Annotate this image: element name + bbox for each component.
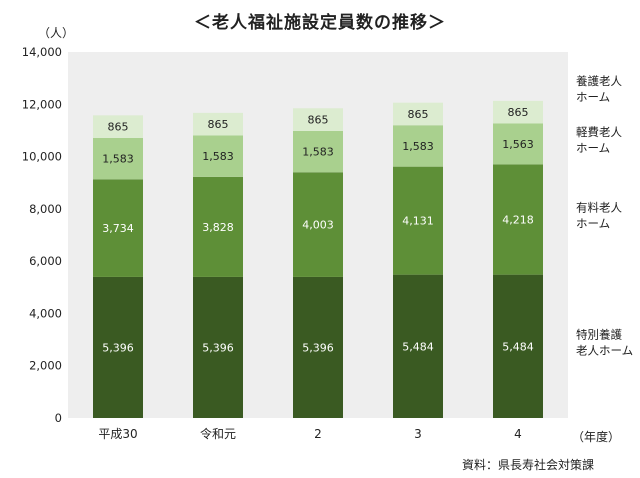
legend-entry: 養護老人ホーム xyxy=(576,74,622,104)
data-label: 4,131 xyxy=(402,215,434,228)
bar-segment xyxy=(93,179,143,277)
data-label: 1,583 xyxy=(402,140,434,153)
bar-segment xyxy=(193,112,243,136)
x-tick-label: 4 xyxy=(514,427,522,441)
bar-segment xyxy=(493,123,543,165)
y-tick-label: 12,000 xyxy=(22,97,62,111)
chart-title: ＜老人福祉施設定員数の推移＞ xyxy=(194,13,446,33)
bar-segment xyxy=(193,135,243,177)
bar-segment xyxy=(293,172,343,277)
legend-entry: 有料老人ホーム xyxy=(576,200,622,230)
data-label: 5,396 xyxy=(302,341,334,354)
x-axis-unit: （年度） xyxy=(572,430,621,444)
data-label: 865 xyxy=(308,114,329,127)
data-label: 3,734 xyxy=(102,222,134,235)
data-label: 1,583 xyxy=(102,153,134,166)
x-tick-label: 平成30 xyxy=(98,427,137,441)
bar-segment xyxy=(493,274,543,418)
data-label: 5,396 xyxy=(202,341,234,354)
data-label: 3,828 xyxy=(202,221,234,234)
data-label: 5,484 xyxy=(402,340,434,353)
source-note: 資料：県長寿社会対策課 xyxy=(462,458,595,472)
data-label: 865 xyxy=(508,106,529,119)
y-axis-unit: （人） xyxy=(38,26,75,40)
data-label: 5,484 xyxy=(502,340,534,353)
bar-segment xyxy=(93,276,143,418)
x-tick-label: 2 xyxy=(314,427,322,441)
data-label: 4,218 xyxy=(502,213,534,226)
bar-segment xyxy=(93,115,143,138)
data-label: 865 xyxy=(408,108,429,121)
bar-segment xyxy=(493,100,543,124)
y-tick-label: 2,000 xyxy=(29,359,62,373)
legend-entry: 特別養護老人ホーム xyxy=(576,327,633,357)
data-label: 4,003 xyxy=(302,219,334,232)
y-tick-label: 14,000 xyxy=(22,45,62,59)
bar-segment xyxy=(193,176,243,277)
bar-segment xyxy=(193,276,243,418)
bar-segment xyxy=(393,274,443,418)
data-label: 1,563 xyxy=(502,138,534,151)
bar-segment xyxy=(393,102,443,126)
bar-segment xyxy=(293,276,343,418)
data-label: 5,396 xyxy=(102,341,134,354)
x-tick-label: 令和元 xyxy=(200,426,236,441)
bar-segment xyxy=(293,130,343,173)
y-tick-label: 0 xyxy=(55,411,62,425)
bar-segment xyxy=(93,137,143,180)
y-tick-label: 6,000 xyxy=(29,254,62,268)
data-label: 1,583 xyxy=(202,150,234,163)
y-tick-label: 8,000 xyxy=(29,202,62,216)
bar-segment xyxy=(493,164,543,275)
bar-segment xyxy=(393,125,443,167)
data-label: 865 xyxy=(108,121,129,134)
bar-segment xyxy=(293,108,343,131)
y-tick-label: 4,000 xyxy=(29,306,62,320)
bar-segment xyxy=(393,166,443,275)
x-tick-label: 3 xyxy=(414,427,422,441)
legend-entry: 軽費老人ホーム xyxy=(576,125,622,155)
data-label: 865 xyxy=(208,118,229,131)
y-tick-label: 10,000 xyxy=(22,150,62,164)
data-label: 1,583 xyxy=(302,146,334,159)
